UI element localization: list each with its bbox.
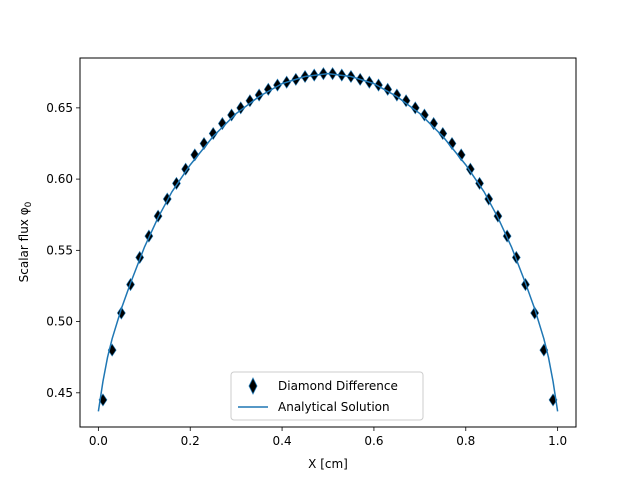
diamond-difference-point <box>208 126 218 141</box>
analytical-solution-line <box>97 72 559 412</box>
y-tick-label: 0.60 <box>46 172 73 186</box>
x-tick-label: 1.0 <box>548 434 567 448</box>
diamond-difference-point <box>181 162 190 176</box>
y-axis-label-subscript: 0 <box>24 201 34 207</box>
diamond-difference-point <box>447 136 457 151</box>
diamond-difference-point <box>530 306 540 320</box>
diamond-difference-point <box>374 78 383 92</box>
x-tick-label: 0.4 <box>273 434 292 448</box>
legend-diamond-marker <box>248 377 258 395</box>
x-tick-label: 0.8 <box>456 434 475 448</box>
legend-label-diamond-difference: Diamond Difference <box>278 379 398 393</box>
diamond-difference-point <box>172 176 181 190</box>
diamond-difference-point <box>245 94 255 108</box>
diamond-difference-point <box>429 116 438 131</box>
diamond-difference-point <box>199 136 209 151</box>
legend: Diamond Difference Analytical Solution <box>230 371 424 421</box>
y-axis-label-main: Scalar flux φ <box>17 207 31 282</box>
legend-label-analytical-solution: Analytical Solution <box>278 400 390 414</box>
diamond-difference-point <box>420 108 429 122</box>
y-tick-label: 0.50 <box>46 315 73 329</box>
legend-frame <box>230 371 424 421</box>
x-tick-label: 0.2 <box>181 434 200 448</box>
x-tick-label: 0.0 <box>89 434 108 448</box>
ticks-layer: 0.0 0.2 0.4 0.6 0.8 1.0 0.45 0.50 0.55 0.60 0.65 <box>46 101 567 448</box>
diamond-difference-point <box>475 176 484 190</box>
x-tick-label: 0.6 <box>364 434 383 448</box>
diamond-difference-point <box>273 78 282 92</box>
x-axis-label: X [cm] <box>308 457 348 471</box>
diamond-difference-point <box>401 94 411 108</box>
diamond-difference-point <box>190 148 200 162</box>
diamond-difference-point <box>263 82 273 96</box>
y-tick-label: 0.65 <box>46 101 73 115</box>
diamond-difference-point <box>438 126 448 141</box>
y-tick-label: 0.55 <box>46 243 73 257</box>
diamond-difference-point <box>383 82 393 96</box>
diamond-difference-point <box>456 148 466 162</box>
y-axis-label: Scalar flux φ0 <box>17 201 34 282</box>
diamond-difference-point <box>116 306 126 320</box>
diamond-difference-point <box>466 162 475 176</box>
diamond-difference-point <box>227 108 236 122</box>
series-layer <box>97 67 559 412</box>
plot-frame <box>79 57 577 428</box>
diamond-difference-point <box>218 116 227 131</box>
y-tick-label: 0.45 <box>46 386 73 400</box>
